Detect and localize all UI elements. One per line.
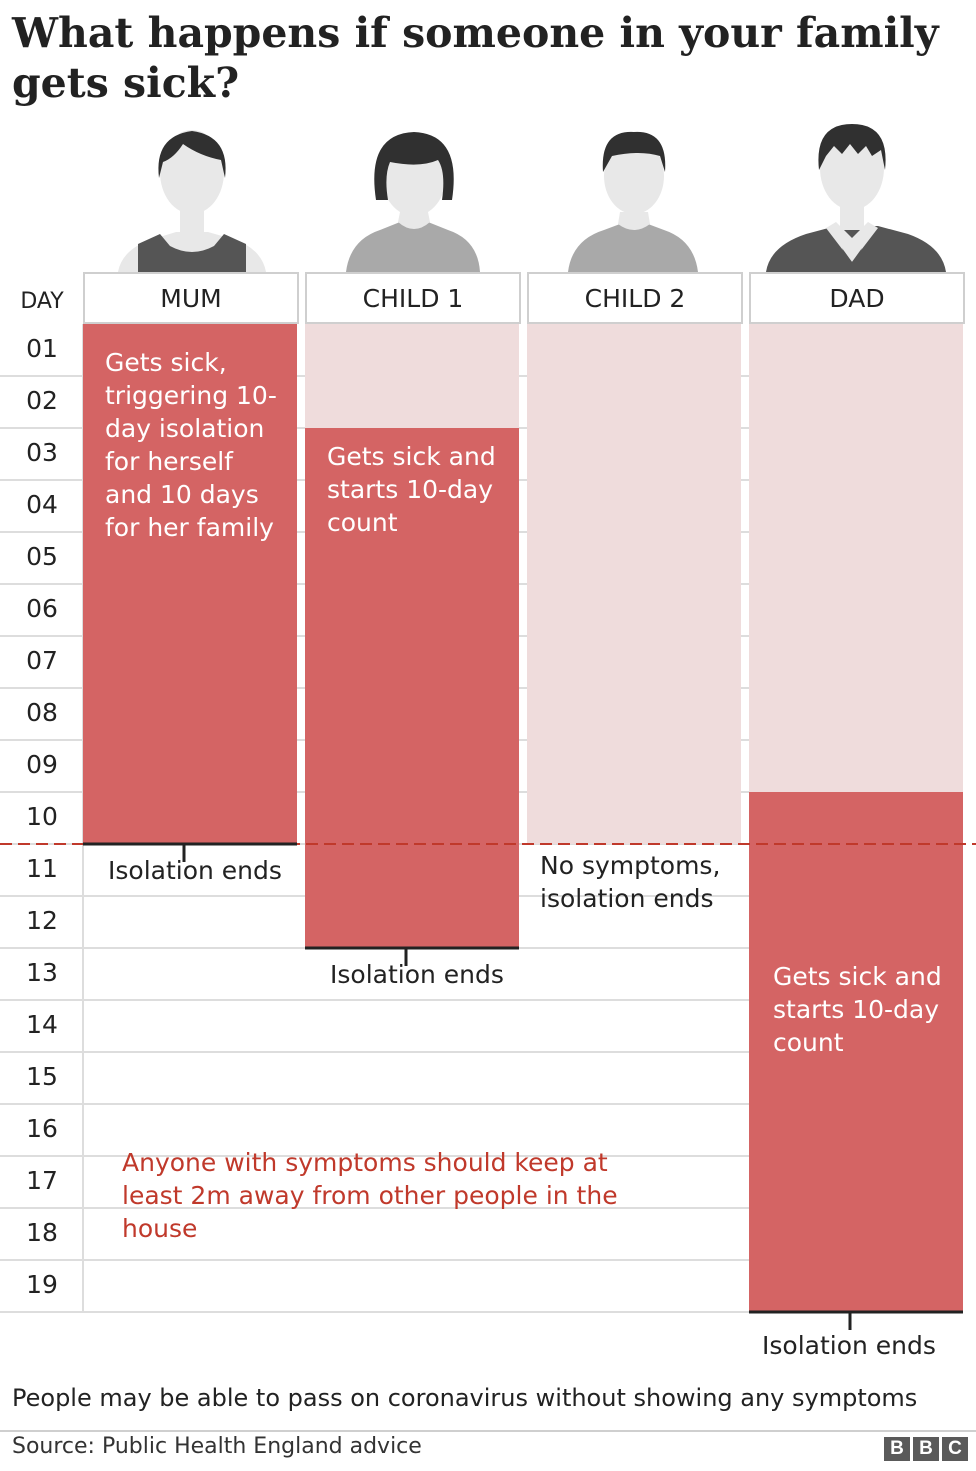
sick-bar	[305, 428, 519, 948]
sick-bar	[83, 324, 297, 844]
dad-avatar	[766, 124, 946, 272]
child2-avatar	[568, 131, 698, 272]
column-header-label: CHILD 2	[585, 284, 686, 313]
day-label: 05	[26, 542, 58, 571]
day-label: 01	[26, 334, 58, 363]
column-headers: MUM CHILD 1 CHILD 2 DAD	[83, 272, 965, 324]
day-label: 02	[26, 386, 58, 415]
day-label: 13	[26, 958, 58, 987]
day-label: 11	[26, 854, 58, 883]
isolation-bars	[83, 324, 963, 1312]
day-label: 19	[26, 1270, 58, 1299]
mum-sick-note: Gets sick, triggering 10-day isolation f…	[105, 348, 277, 542]
dad-sick-note: Gets sick and starts 10-day count	[773, 962, 942, 1057]
day-header-label: DAY	[20, 289, 64, 314]
day-label: 07	[26, 646, 58, 675]
day-labels: DAY 01 02 03 04 05 06 07 08 09 10 11 12 13 14 15 16 17 18 1…	[20, 289, 64, 1299]
day-label: 08	[26, 698, 58, 727]
child1-isolation-ends-label: Isolation ends	[330, 960, 504, 989]
source-divider	[0, 1430, 976, 1432]
column-header-label: DAD	[829, 284, 884, 313]
source-credit: Source: Public Health England advice	[12, 1434, 422, 1459]
day-label: 18	[26, 1218, 58, 1247]
mum-isolation-ends-label: Isolation ends	[108, 856, 282, 885]
day-label: 16	[26, 1114, 58, 1143]
child1-avatar	[346, 132, 480, 272]
column-header-box	[749, 272, 965, 324]
column-header-label: MUM	[160, 284, 221, 313]
bbc-logo-letter: B	[913, 1437, 939, 1461]
column-header-box	[305, 272, 521, 324]
day-label: 17	[26, 1166, 58, 1195]
day-label: 06	[26, 594, 58, 623]
day-label: 03	[26, 438, 58, 467]
column-header-label: CHILD 1	[363, 284, 464, 313]
child2-no-symptoms-note: No symptoms, isolation ends	[540, 851, 721, 913]
day-label: 04	[26, 490, 58, 519]
mum-avatar	[118, 130, 266, 272]
day-label: 14	[26, 1010, 58, 1039]
sick-bar	[749, 792, 963, 1312]
distance-note: Anyone with symptoms should keep at leas…	[122, 1148, 618, 1243]
child1-sick-note: Gets sick and starts 10-day count	[327, 442, 496, 537]
column-header-box	[83, 272, 299, 324]
bbc-logo-letter: C	[942, 1437, 968, 1461]
day-label: 10	[26, 802, 58, 831]
day-label: 15	[26, 1062, 58, 1091]
isolation-bar	[527, 324, 741, 844]
isolation-end-markers	[83, 842, 963, 1330]
bbc-logo-letter: B	[884, 1437, 910, 1461]
day-label: 12	[26, 906, 58, 935]
bbc-logo: B B C	[884, 1437, 968, 1461]
page-title: What happens if someone in your family g…	[12, 9, 939, 107]
dad-isolation-ends-label: Isolation ends	[762, 1331, 936, 1360]
day-label: 09	[26, 750, 58, 779]
column-header-box	[527, 272, 743, 324]
footnote: People may be able to pass on coronaviru…	[12, 1384, 918, 1412]
